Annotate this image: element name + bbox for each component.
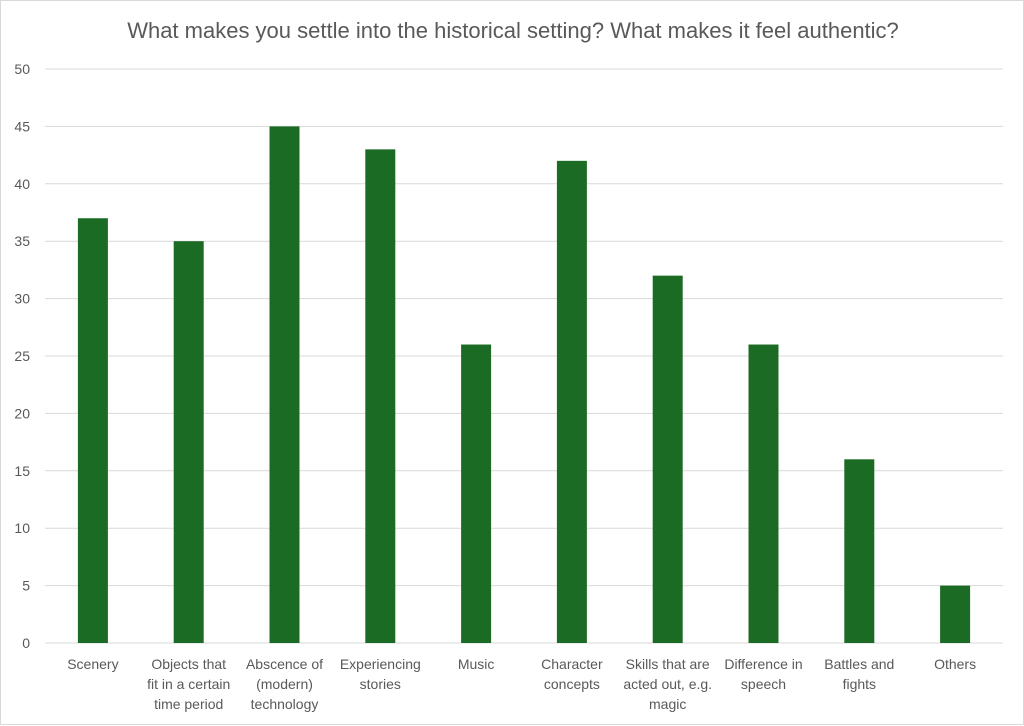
y-tick-label: 0	[22, 635, 30, 651]
y-tick-label: 5	[22, 578, 30, 594]
x-category-label: Skills that are acted out, e.g. magic	[623, 656, 712, 712]
bar	[461, 344, 492, 643]
bar	[748, 344, 779, 643]
y-axis-ticks: 0 5 10 15 20 25 30 35 40 45 50	[14, 61, 30, 651]
x-category-label: Music	[458, 656, 495, 672]
x-category-label: Battles and fights	[824, 656, 894, 692]
bars	[77, 126, 971, 644]
gridlines	[45, 68, 1003, 644]
x-category-label: Scenery	[67, 656, 118, 672]
y-tick-label: 30	[14, 291, 30, 307]
bar	[556, 160, 587, 643]
y-tick-label: 20	[14, 405, 30, 421]
x-category-label: Abscence of (modern) technology	[246, 656, 323, 712]
y-tick-label: 40	[14, 176, 30, 192]
x-category-label: Objects that fit in a certain time period	[147, 656, 230, 712]
bar	[269, 126, 300, 643]
y-tick-label: 35	[14, 233, 30, 249]
y-tick-label: 25	[14, 348, 30, 364]
y-tick-label: 15	[14, 463, 30, 479]
bar	[940, 585, 971, 643]
x-category-label: Others	[934, 656, 976, 672]
x-axis-labels: Scenery Objects that fit in a certain time …	[67, 656, 976, 712]
x-category-label: Difference in speech	[724, 656, 802, 692]
y-tick-label: 50	[14, 61, 30, 77]
bar	[365, 149, 396, 644]
bar	[652, 275, 683, 643]
bar	[844, 459, 875, 643]
x-category-label: Experiencing stories	[340, 656, 421, 692]
chart-title: What makes you settle into the historica…	[127, 18, 899, 43]
bar	[173, 241, 204, 643]
y-tick-label: 10	[14, 520, 30, 536]
y-tick-label: 45	[14, 118, 30, 134]
bar	[77, 218, 108, 644]
x-category-label: Character concepts	[541, 656, 603, 692]
